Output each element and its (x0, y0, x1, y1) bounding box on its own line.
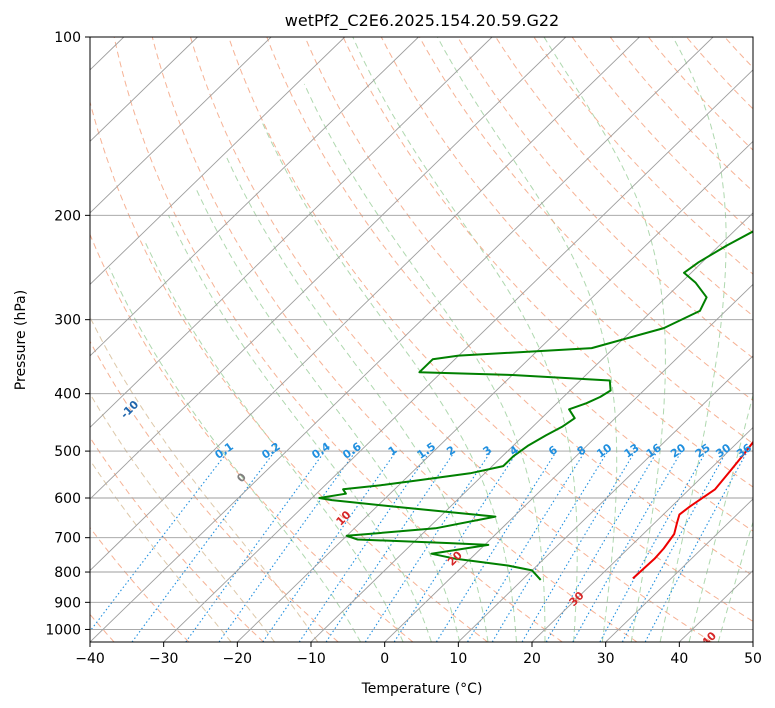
dry-adiabat-line (90, 436, 264, 642)
moist-adiabat-line (436, 37, 618, 642)
x-axis-label: Temperature (°C) (361, 681, 483, 697)
dry-adiabat-line (457, 37, 753, 359)
dry-adiabat-line (266, 37, 753, 577)
x-tick-label: 0 (380, 651, 389, 667)
isotherm-line (384, 283, 753, 642)
mixing-ratio-line (491, 450, 609, 642)
isotherm-line (90, 37, 714, 642)
y-tick-label: 300 (54, 313, 81, 329)
moist-adiabat-line (168, 215, 432, 642)
isotherm-line (457, 355, 753, 642)
x-tick-label: −30 (149, 651, 179, 667)
dry-adiabat-line (304, 37, 753, 532)
y-tick-label: 800 (54, 565, 81, 581)
moist-adiabat-line (195, 187, 461, 642)
y-tick-label: 200 (54, 208, 81, 224)
profile-lines (318, 230, 753, 581)
moist-adiabat-line (90, 459, 232, 642)
moist-adiabat-line (303, 83, 546, 642)
moist-adiabat-line (143, 239, 404, 642)
dry-adiabat-line (90, 233, 414, 642)
mixing-ratio-line (185, 450, 326, 642)
grid-lines (90, 37, 753, 642)
moist-adiabat-line (659, 37, 727, 642)
isotherm-line (90, 37, 640, 572)
y-tick-label: 100 (54, 30, 81, 46)
x-tick-label: 40 (670, 651, 688, 667)
mixing-ratio-line (298, 450, 431, 642)
isotherm-line (90, 37, 493, 429)
dry-adiabats (90, 37, 753, 642)
dry-adiabat-line (90, 340, 339, 642)
moist-adiabat-line (688, 393, 753, 642)
x-tick-label: 50 (744, 651, 762, 667)
chart-title: wetPf2_C2E6.2025.154.20.59.G22 (285, 11, 559, 31)
x-tick-label: −20 (223, 651, 253, 667)
dry-adiabat-line (228, 37, 753, 622)
dry-adiabat-line (189, 37, 712, 642)
y-tick-label: 1000 (45, 622, 81, 638)
plot-frame (89, 36, 754, 643)
y-axis-label: Pressure (hPa) (13, 290, 29, 390)
mixing-ratio-line (218, 450, 357, 642)
isotherm-line (605, 498, 753, 642)
moist-adiabat-line (717, 520, 753, 642)
y-tick-label: 500 (54, 444, 81, 460)
moist-adiabat-line (108, 267, 362, 642)
mixing-ratio-line (572, 450, 683, 642)
isotherm-line (531, 426, 753, 642)
isotherm-line (90, 37, 346, 286)
dry-adiabat-line (342, 37, 753, 488)
x-tick-label: 20 (523, 651, 541, 667)
isotherm-line (90, 37, 567, 500)
dry-adiabat-line (418, 37, 753, 402)
moist-adiabat-line (90, 392, 275, 642)
dry-adiabat-line (151, 37, 638, 642)
isotherm-line (90, 37, 419, 357)
mixing-ratio-line (621, 450, 728, 642)
mixing-ratio-label: 36 (734, 441, 754, 461)
isotherm-line (236, 140, 753, 642)
x-tick-label: 30 (597, 651, 615, 667)
moist-adiabat-line (90, 316, 319, 642)
x-tick-label: −40 (75, 651, 105, 667)
temperature-profile-line (632, 440, 753, 580)
isotherm-line (163, 69, 753, 642)
dry-adiabat-line (90, 100, 488, 642)
moist-adiabat-line (226, 157, 489, 642)
dewpoint-profile-line (318, 230, 753, 581)
mixing-ratio-line (599, 450, 707, 642)
isotherm-line (90, 37, 272, 214)
moist-adiabats (90, 37, 753, 642)
y-tick-label: 600 (54, 491, 81, 507)
mixing-ratio-line (325, 450, 456, 642)
x-tick-label: −10 (296, 651, 326, 667)
mixing-ratio-line (393, 450, 519, 642)
mixing-ratio-line (467, 450, 586, 642)
y-tick-label: 900 (54, 595, 81, 611)
moist-adiabat-line (543, 37, 666, 642)
isotherm-line (90, 37, 198, 142)
y-tick-label: 400 (54, 387, 81, 403)
x-tick-label: 10 (449, 651, 467, 667)
mixing-ratio-line (364, 450, 492, 642)
y-tick-label: 700 (54, 531, 81, 547)
axes: −40 −30 −20 −10 0 10 20 30 40 50 100 200 300 400 500 60… (45, 30, 762, 667)
dry-adiabat-line (380, 37, 753, 445)
mixing-ratio-line (262, 450, 397, 642)
